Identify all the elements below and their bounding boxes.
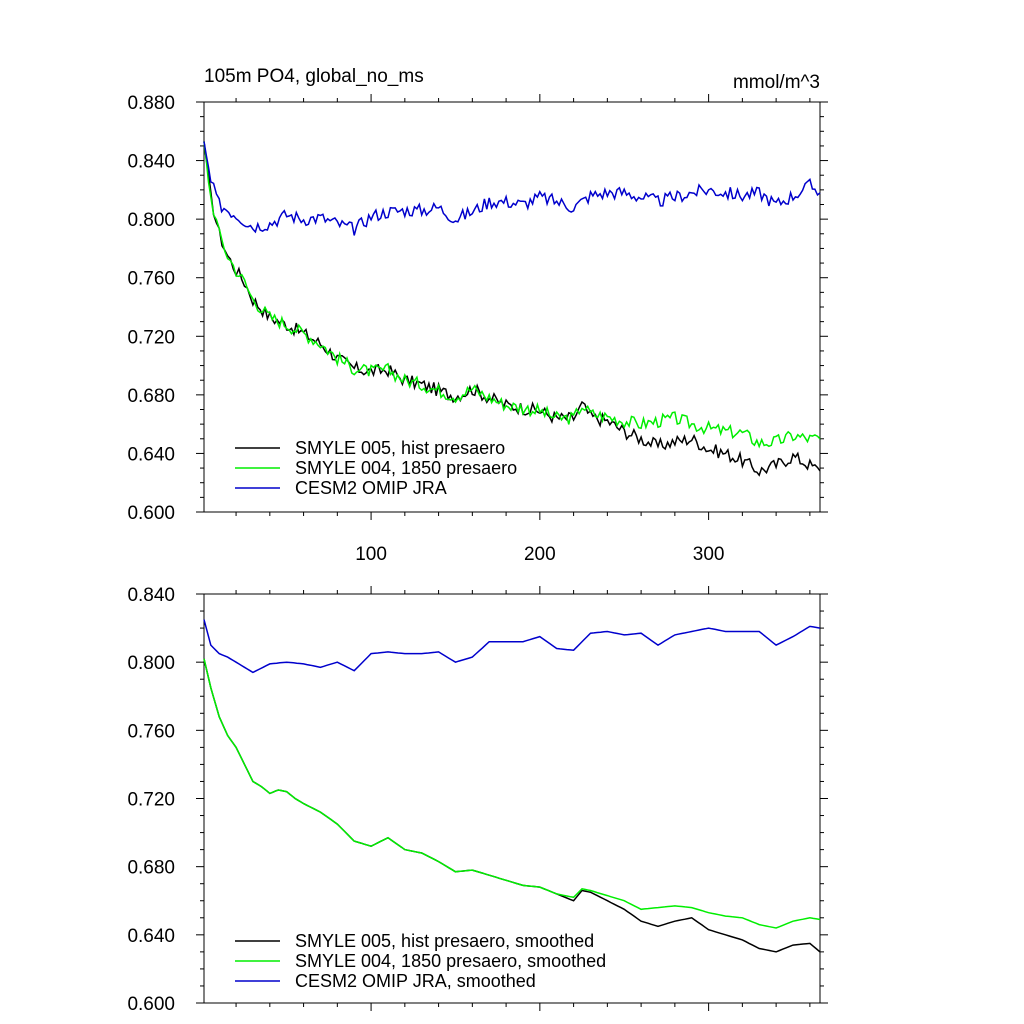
y-tick-label: 0.600: [127, 503, 175, 524]
y-tick-label: 0.600: [127, 994, 175, 1015]
bottom-panel: 0.600 0.640 0.680 0.720 0.760 0.800 0.840 SMYLE…: [127, 585, 828, 1015]
top-panel: 0.600 0.640 0.680 0.720 0.760 0.800 0.840 0.880…: [127, 66, 828, 565]
x-tick-label: 100: [355, 544, 387, 565]
chart-title: 105m PO4, global_no_ms: [204, 66, 424, 87]
x-tick-label: 200: [524, 544, 556, 565]
y-tick-label: 0.840: [127, 585, 175, 606]
series-line: [203, 141, 821, 477]
legend-label: CESM2 OMIP JRA: [295, 478, 447, 498]
y-tick-label: 0.800: [127, 653, 175, 674]
series-line: [203, 658, 821, 929]
y-tick-label: 0.760: [127, 721, 175, 742]
y-tick-label: 0.640: [127, 926, 175, 947]
y-tick-label: 0.720: [127, 327, 175, 348]
y-tick-label: 0.880: [127, 93, 175, 114]
series-line: [203, 619, 821, 674]
y-tick-label: 0.640: [127, 444, 175, 465]
units-label: mmol/m^3: [733, 72, 820, 93]
legend-label: CESM2 OMIP JRA, smoothed: [295, 971, 536, 991]
y-tick-label: 0.840: [127, 152, 175, 173]
y-tick-label: 0.720: [127, 790, 175, 811]
y-tick-label: 0.680: [127, 386, 175, 407]
y-tick-label: 0.760: [127, 269, 175, 290]
y-tick-label: 0.800: [127, 210, 175, 231]
y-tick-label: 0.680: [127, 858, 175, 879]
legend-label: SMYLE 004, 1850 presaero: [295, 458, 517, 478]
series-line: [203, 658, 821, 953]
legend-label: SMYLE 005, hist presaero, smoothed: [295, 931, 594, 951]
x-tick-label: 300: [693, 544, 725, 565]
series-line: [203, 141, 821, 449]
series-line: [203, 141, 821, 236]
legend-label: SMYLE 004, 1850 presaero, smoothed: [295, 951, 606, 971]
legend-label: SMYLE 005, hist presaero: [295, 438, 505, 458]
